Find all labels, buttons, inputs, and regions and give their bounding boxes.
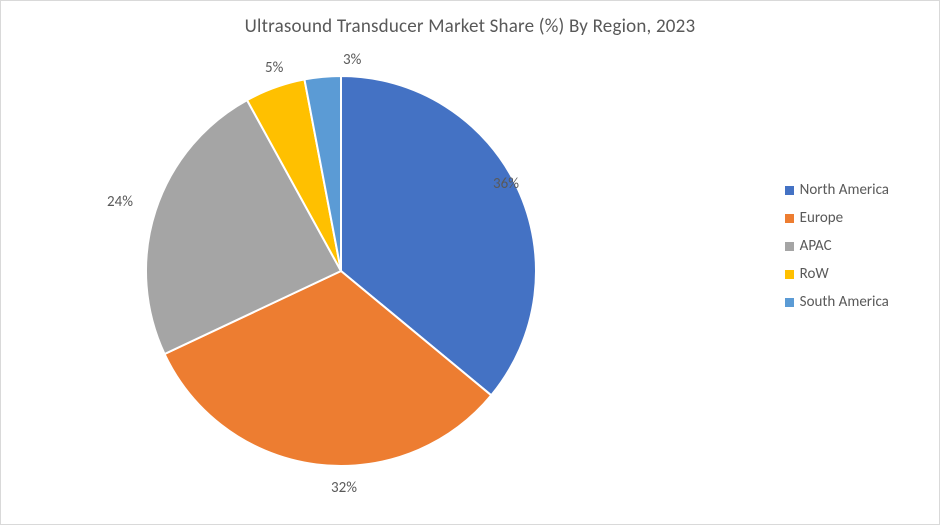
legend-item-europe: Europe xyxy=(785,209,889,227)
legend-item-north-america: North America xyxy=(785,181,889,199)
chart-title: Ultrasound Transducer Market Share (%) B… xyxy=(1,15,939,38)
slice-label-row: 5% xyxy=(265,59,283,77)
legend-item-south-america: South America xyxy=(785,293,889,311)
legend-swatch xyxy=(785,242,794,251)
legend-label: RoW xyxy=(800,265,829,283)
chart-frame: Ultrasound Transducer Market Share (%) B… xyxy=(0,0,940,525)
legend-label: APAC xyxy=(800,237,832,255)
slice-label-europe: 32% xyxy=(331,479,357,497)
slice-label-south-america: 3% xyxy=(343,51,361,69)
legend-label: South America xyxy=(800,293,889,311)
legend: North America Europe APAC RoW South Amer… xyxy=(785,181,889,311)
pie-svg xyxy=(131,61,551,481)
legend-swatch xyxy=(785,214,794,223)
slice-label-north-america: 36% xyxy=(493,175,519,193)
legend-item-apac: APAC xyxy=(785,237,889,255)
legend-label: North America xyxy=(800,181,889,199)
pie-chart: 36% 32% 24% 5% 3% xyxy=(131,61,551,481)
legend-swatch xyxy=(785,186,794,195)
legend-item-row: RoW xyxy=(785,265,889,283)
legend-swatch xyxy=(785,270,794,279)
legend-swatch xyxy=(785,298,794,307)
slice-label-apac: 24% xyxy=(107,193,133,211)
legend-label: Europe xyxy=(800,209,843,227)
